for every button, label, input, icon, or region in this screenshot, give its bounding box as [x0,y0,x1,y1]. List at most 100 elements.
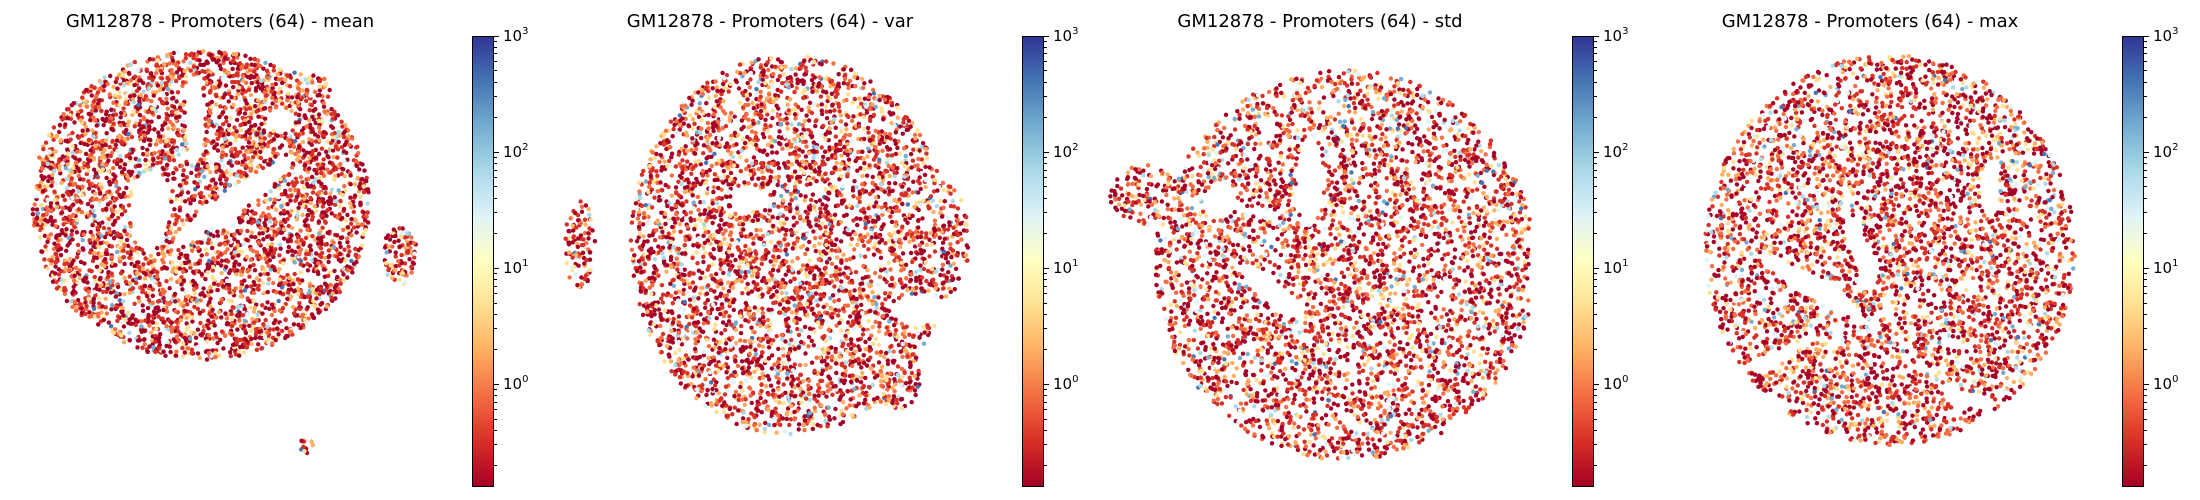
scatter-point [174,319,179,324]
scatter-point [342,174,347,179]
scatter-point [924,156,930,161]
scatter-point [252,150,258,155]
scatter-point [247,162,253,168]
scatter-point [215,136,220,141]
scatter-point [50,255,55,260]
scatter-point [103,138,109,143]
scatter-point [683,144,688,149]
scatter-point [107,92,112,97]
scatter-point [75,109,81,115]
scatter-point [300,77,305,83]
scatter-point [204,199,209,205]
scatter-point [115,284,121,290]
scatter-point [156,130,161,135]
scatter-point [103,296,109,301]
scatter-point [289,95,295,100]
scatter-point [70,304,75,310]
scatter-point [212,323,217,328]
scatter-point [265,242,270,248]
scatter-point [241,232,246,237]
scatter-point [269,89,274,94]
scatter-point [158,138,163,143]
scatter-point [789,162,794,167]
scatter-points [30,49,418,456]
scatter-point [181,146,186,152]
scatter-point [190,197,196,202]
scatter-point [168,349,173,355]
scatter-point [288,187,293,192]
scatter-point [908,151,914,157]
scatter-point [137,275,142,280]
scatter-point [349,258,354,264]
scatter-point [230,131,235,136]
scatter-point [180,345,185,351]
scatter-point [749,265,754,270]
scatter-point [112,204,117,209]
scatter-point [145,268,150,274]
scatter-point [775,77,781,83]
scatter-point [305,81,310,86]
scatter-point [314,296,319,301]
scatter-point [89,204,95,209]
scatter-point [357,184,362,189]
scatter-point [85,168,91,173]
scatter-point [104,162,109,168]
scatter-point [352,182,358,187]
scatter-point [329,144,335,149]
scatter-point [147,323,152,328]
scatter-point [62,291,68,297]
scatter-point [323,255,328,261]
scatter-point [337,224,342,229]
scatter-point [365,201,370,206]
scatter-point [171,170,176,176]
scatter-point [345,225,351,230]
scatter-point [171,145,176,150]
scatter-point [316,190,322,195]
scatter-point [400,226,405,231]
scatter-point [135,174,140,179]
scatter-point [210,264,216,269]
scatter-point [270,101,275,106]
scatter-point [286,244,291,250]
scatter-point [221,164,226,169]
scatter-point [172,291,178,297]
scatter-point [98,241,103,246]
scatter-point [208,160,213,165]
scatter-point [172,104,177,110]
scatter-point [347,142,352,148]
scatter-point [141,89,146,94]
scatter-point [209,314,214,319]
scatter-point [118,165,123,170]
scatter-point [106,320,112,325]
scatter-point [230,255,235,260]
scatter-point [341,206,347,212]
scatter-point [45,208,50,214]
scatter-point [711,377,716,382]
scatter-point [122,228,127,233]
scatter-point [145,97,150,102]
scatter-point [103,118,108,124]
panel-mean: GM12878 - Promoters (64) - mean 100 101 10… [0,0,550,500]
scatter-point [200,69,205,74]
scatter-point [128,155,133,161]
colorbar-tick-label: 102 [503,142,529,162]
scatter-point [333,144,339,150]
scatter-point [107,144,112,150]
scatter-point [118,153,123,159]
scatter-point [189,170,194,176]
scatter-point [160,250,165,256]
scatter-point [304,181,310,187]
scatter-point [337,240,342,246]
scatter-point [122,137,128,142]
scatter-point [308,243,313,248]
scatter-point [696,207,701,213]
scatter-point [75,149,80,154]
scatter-point [155,305,161,310]
scatter-point [299,238,304,243]
scatter-point [181,278,186,283]
scatter-point [870,382,875,388]
scatter-point [93,191,98,196]
scatter-point [230,305,235,310]
scatter-point [393,250,398,255]
scatter-point [638,289,644,294]
